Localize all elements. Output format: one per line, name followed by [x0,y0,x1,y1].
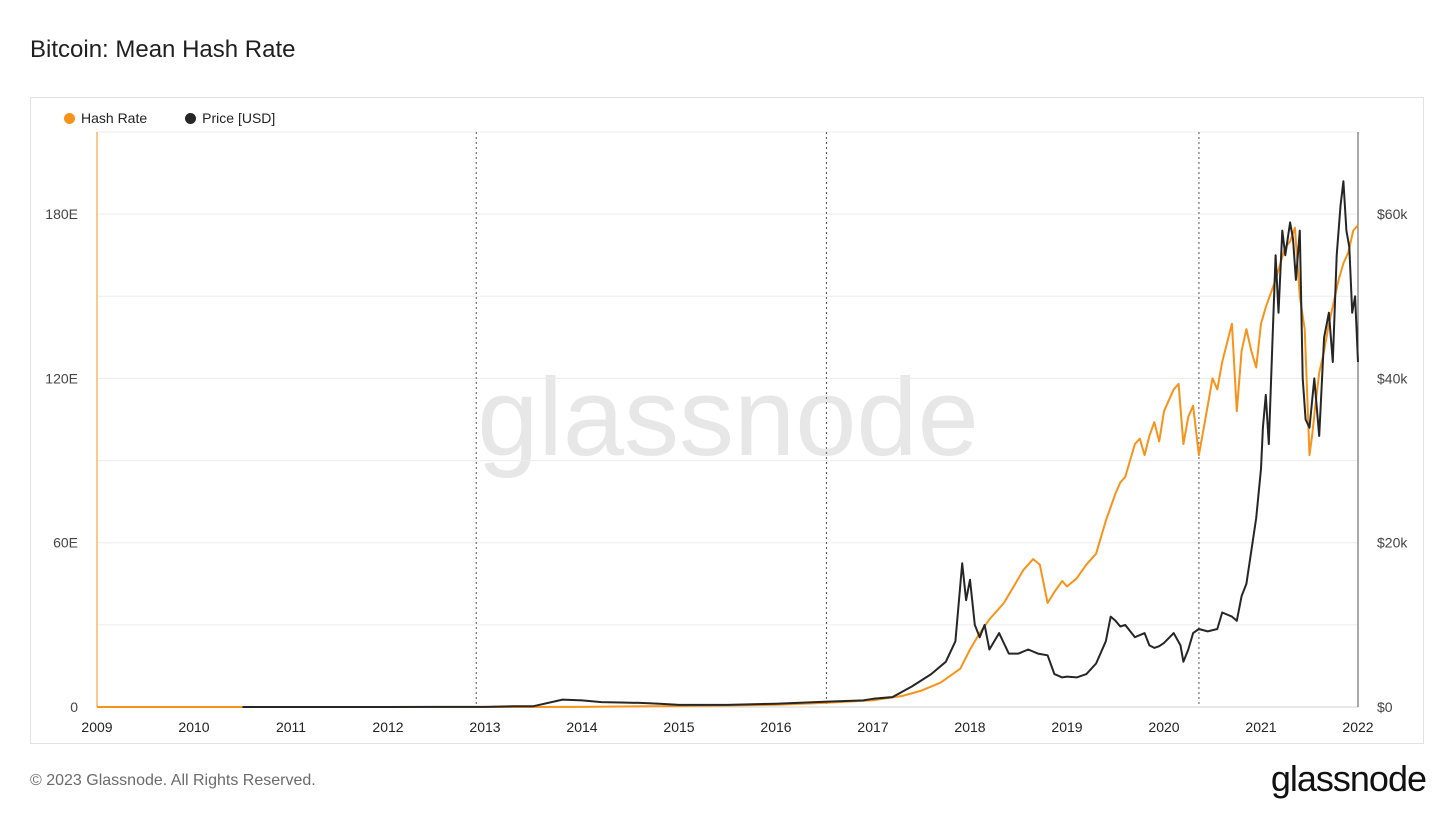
x-tick-label: 2011 [276,719,306,735]
legend-item-price[interactable]: Price [USD] [185,110,275,126]
legend-dot-price [185,112,197,124]
x-tick-label: 2019 [1051,719,1082,735]
left-tick-label: 60E [53,535,78,551]
x-tick-label: 2021 [1245,719,1276,735]
left-tick-label: 120E [45,370,78,386]
legend: Hash Rate Price [USD] [64,110,275,126]
x-tick-label: 2012 [372,719,403,735]
chart-title: Bitcoin: Mean Hash Rate [30,36,296,63]
brand-logo: glassnode [1270,758,1427,799]
copyright-text: © 2023 Glassnode. All Rights Reserved. [30,772,316,789]
watermark-text: glassnode [477,356,979,479]
x-tick-label: 2022 [1342,719,1373,735]
x-tick-label: 2020 [1148,719,1179,735]
x-tick-label: 2016 [760,719,791,735]
x-tick-label: 2010 [178,719,209,735]
price-line [242,180,1359,708]
right-tick-label: $0 [1377,699,1393,715]
right-tick-label: $60k [1377,206,1408,222]
legend-label-price: Price [USD] [202,110,276,126]
legend-dot-hash-rate [64,112,75,124]
left-tick-label: 0 [70,699,78,715]
x-tick-label: 2014 [566,719,597,735]
chart-panel [30,97,1424,744]
x-tick-label: 2018 [954,719,985,735]
left-tick-label: 180E [45,206,78,222]
x-tick-label: 2017 [857,719,888,735]
x-tick-label: 2015 [663,719,694,735]
right-tick-label: $20k [1377,535,1408,551]
legend-item-hash-rate[interactable]: Hash Rate [64,110,147,126]
legend-label-hash-rate: Hash Rate [81,110,148,126]
x-tick-label: 2009 [81,719,112,735]
right-tick-label: $40k [1377,370,1408,386]
x-tick-label: 2013 [469,719,500,735]
